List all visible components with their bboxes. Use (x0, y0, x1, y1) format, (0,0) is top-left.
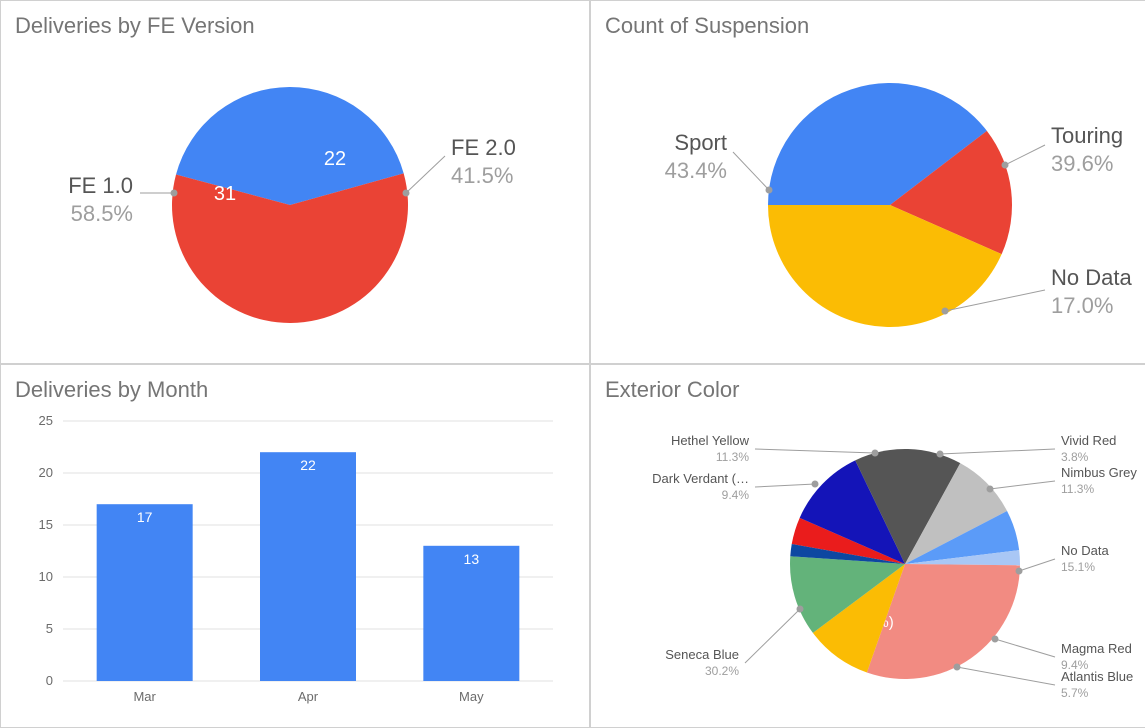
slice-pct: 39.6% (1051, 151, 1113, 176)
slice-label: Nimbus Grey (1061, 465, 1137, 480)
callout-line (745, 609, 800, 663)
callout-line (755, 449, 875, 453)
slice-label: Seneca Blue (665, 647, 739, 662)
panel-exterior: Exterior Color 8 (15.1%)16 (30.2%)Vivid … (590, 364, 1145, 728)
pie-suspension: Touring 39.6% No Data 17.0% Sport 43.4% (605, 45, 1145, 355)
callout-line (755, 484, 815, 487)
slice-label: No Data (1061, 543, 1109, 558)
x-tick-label: Apr (298, 689, 319, 704)
callout-line (995, 639, 1055, 657)
slice-label: Dark Verdant (… (652, 471, 749, 486)
slice-label: FE 2.0 (451, 135, 516, 160)
slice-pct: 5.7% (1061, 686, 1089, 700)
callout-line (406, 156, 445, 193)
callout-dot (812, 481, 819, 488)
y-tick-label: 5 (46, 621, 53, 636)
slice-label: Touring (1051, 123, 1123, 148)
callout-dot (872, 450, 879, 457)
pie-fe-version: 22 31 FE 2.0 41.5% FE 1.0 58.5% (15, 45, 575, 355)
slice-label: Magma Red (1061, 641, 1132, 656)
panel-title-fe-version: Deliveries by FE Version (15, 13, 575, 39)
callout-line (957, 667, 1055, 685)
slice-label: Sport (674, 130, 727, 155)
y-tick-label: 0 (46, 673, 53, 688)
callout-dot (992, 636, 999, 643)
dashboard-grid: Deliveries by FE Version 22 31 FE 2.0 41.5%… (0, 0, 1145, 706)
x-tick-label: Mar (133, 689, 156, 704)
slice-pct: 11.3% (1061, 482, 1094, 496)
callout-dot (403, 190, 410, 197)
slice-pct: 58.5% (71, 201, 133, 226)
bar-value-label: 22 (300, 457, 316, 473)
bar (260, 452, 356, 681)
panel-title-exterior: Exterior Color (605, 377, 1145, 403)
chart-fe-version: 22 31 FE 2.0 41.5% FE 1.0 58.5% (15, 45, 575, 355)
slice-label: Atlantis Blue (1061, 669, 1133, 684)
callout-dot (797, 606, 804, 613)
callout-line (1019, 559, 1055, 571)
panel-suspension: Count of Suspension Touring 39.6% No Data 1… (590, 0, 1145, 364)
slice-label: FE 1.0 (68, 173, 133, 198)
callout-dot (1016, 568, 1023, 575)
slice-pct: 41.5% (451, 163, 513, 188)
y-tick-label: 20 (39, 465, 53, 480)
callout-dot (766, 187, 773, 194)
slice-pct: 43.4% (665, 158, 727, 183)
callout-dot (942, 308, 949, 315)
slice-pct: 30.2% (705, 664, 739, 678)
pie-exterior: 8 (15.1%)16 (30.2%)Vivid Red3.8%Nimbus G… (605, 409, 1145, 719)
slice-value-label: 22 (324, 148, 346, 170)
slice-label: Vivid Red (1061, 433, 1116, 448)
chart-by-month: 0 5 10 15 20 25 17 Mar 22 Apr 13 May (15, 409, 575, 719)
callout-line (940, 449, 1055, 454)
callout-line (733, 152, 769, 190)
panel-title-by-month: Deliveries by Month (15, 377, 575, 403)
slice-value-label: 31 (214, 183, 236, 205)
chart-suspension: Touring 39.6% No Data 17.0% Sport 43.4% (605, 45, 1145, 355)
callout-dot (954, 664, 961, 671)
slice-pct: 11.3% (716, 450, 749, 464)
panel-title-suspension: Count of Suspension (605, 13, 1145, 39)
callout-line (990, 481, 1055, 489)
slice-pct: 15.1% (1061, 560, 1095, 574)
slice-label: No Data (1051, 265, 1132, 290)
bar-value-label: 17 (137, 509, 153, 525)
callout-dot (1002, 162, 1009, 169)
chart-exterior: 8 (15.1%)16 (30.2%)Vivid Red3.8%Nimbus G… (605, 409, 1145, 719)
slice-pct: 3.8% (1061, 450, 1089, 464)
bar (97, 504, 193, 681)
slice-label: Hethel Yellow (671, 433, 750, 448)
panel-by-month: Deliveries by Month 0 5 10 15 20 25 17 Mar 22 Apr… (0, 364, 590, 728)
slice-pct: 17.0% (1051, 293, 1113, 318)
callout-dot (987, 486, 994, 493)
y-tick-label: 25 (39, 413, 53, 428)
callout-line (1005, 145, 1045, 165)
slice-pct: 9.4% (722, 488, 750, 502)
bar-by-month: 0 5 10 15 20 25 17 Mar 22 Apr 13 May (15, 409, 575, 719)
bar-value-label: 13 (464, 551, 480, 567)
x-tick-label: May (459, 689, 484, 704)
y-tick-label: 15 (39, 517, 53, 532)
callout-dot (937, 451, 944, 458)
y-tick-label: 10 (39, 569, 53, 584)
panel-fe-version: Deliveries by FE Version 22 31 FE 2.0 41.5%… (0, 0, 590, 364)
callout-dot (171, 190, 178, 197)
